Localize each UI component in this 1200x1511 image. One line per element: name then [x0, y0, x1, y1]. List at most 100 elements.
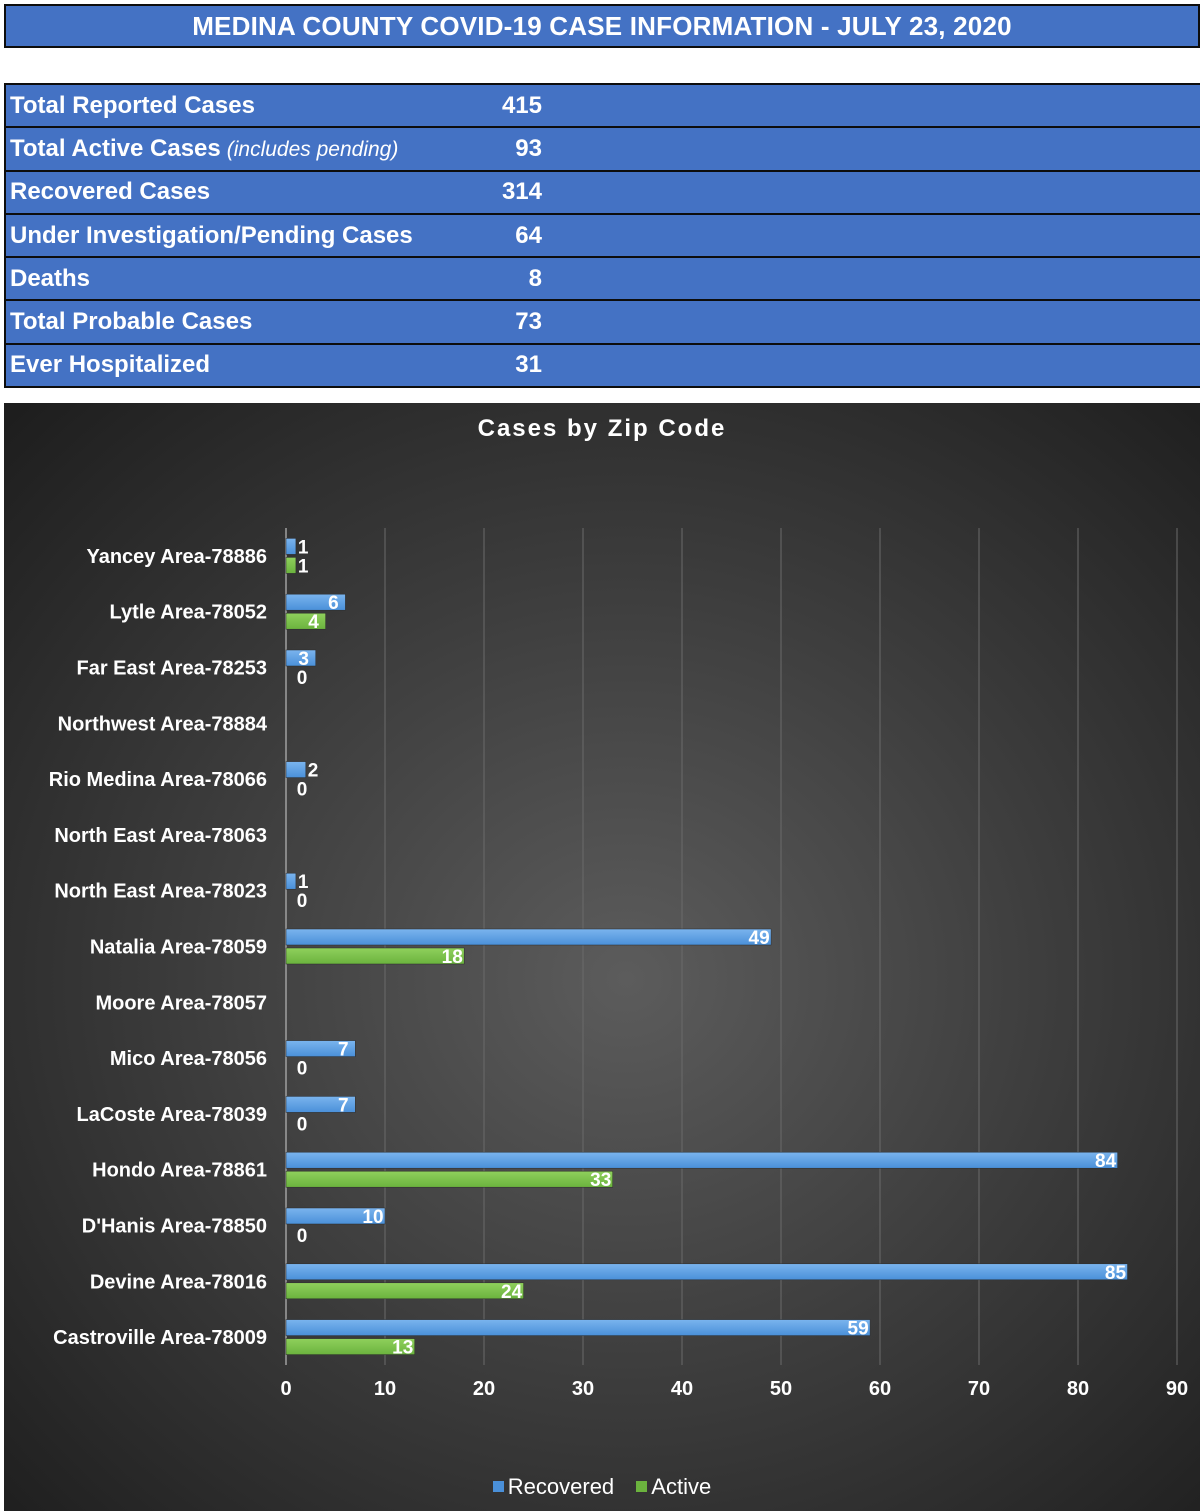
stat-label: Recovered Cases: [10, 178, 210, 206]
stat-row: Total Reported Cases 415: [4, 85, 1200, 129]
category-label: North East Area-78063: [54, 825, 267, 847]
bar-recovered: [285, 1040, 356, 1057]
bar-recovered: [285, 761, 307, 778]
stat-label: Total Probable Cases: [10, 308, 252, 336]
category-label: Yancey Area-78886: [86, 546, 267, 568]
data-label: 0: [297, 891, 308, 912]
data-label: 0: [297, 780, 308, 801]
stat-note: (includes pending): [226, 137, 399, 161]
category-label: Natalia Area-78059: [90, 937, 267, 959]
x-tick-label: 90: [1166, 1378, 1188, 1400]
stat-value: 73: [515, 308, 542, 336]
x-tick-label: 0: [280, 1378, 291, 1400]
category-label: Devine Area-78016: [90, 1271, 267, 1293]
stat-label-text: Ever Hospitalized: [10, 351, 211, 379]
stat-value: 415: [501, 91, 542, 119]
data-label: 0: [297, 668, 308, 689]
data-label: 18: [442, 947, 463, 968]
stat-label-text: Total Active Cases: [10, 134, 221, 162]
x-tick-label: 60: [869, 1378, 891, 1400]
stats-table: Total Reported Cases 415 Total Active Case…: [4, 83, 1200, 389]
category-label: Northwest Area-78884: [58, 713, 268, 735]
category-label: Mico Area-78056: [110, 1048, 267, 1070]
stat-label: Under Investigation/Pending Cases: [10, 222, 413, 250]
bar-recovered: [285, 872, 297, 890]
bar-active: [285, 557, 297, 574]
data-label: 1: [298, 556, 309, 577]
stat-label: Total Reported Cases: [10, 92, 255, 120]
data-label: 4: [308, 612, 319, 633]
category-label: Lytle Area-78052: [110, 602, 268, 624]
data-label: 24: [501, 1282, 523, 1303]
bar-recovered: [285, 1207, 386, 1225]
stat-row: Deaths 8: [4, 258, 1200, 302]
category-label: Moore Area-78057: [95, 992, 267, 1014]
page-title-banner: MEDINA COUNTY COVID-19 CASE INFORMATION …: [4, 4, 1200, 48]
bar-recovered: [285, 593, 346, 611]
data-label: 7: [338, 1095, 349, 1116]
data-label: 13: [392, 1338, 413, 1359]
legend-item-recovered: Recovered: [492, 1474, 615, 1500]
bar-recovered: [285, 1319, 871, 1336]
stat-label-text: Under Investigation/Pending Cases: [10, 221, 413, 249]
x-tick-label: 80: [1067, 1378, 1089, 1400]
x-tick-label: 20: [473, 1378, 495, 1400]
data-label: 7: [338, 1040, 349, 1061]
chart-legend: Recovered Active: [4, 1474, 1200, 1500]
stat-row: Ever Hospitalized 31: [4, 344, 1200, 389]
stat-label: Total Active Cases (includes pending): [10, 135, 398, 163]
stat-label-text: Recovered Cases: [10, 178, 211, 206]
data-label: 0: [297, 1059, 308, 1080]
page-title: MEDINA COUNTY COVID-19 CASE INFORMATION …: [192, 10, 1012, 41]
stat-value: 64: [515, 221, 542, 249]
stat-value: 8: [528, 264, 542, 292]
data-label: 33: [590, 1170, 611, 1191]
category-label: LaCoste Area-78039: [77, 1104, 267, 1126]
legend-swatch-recovered: [492, 1480, 504, 1492]
bar-active: [285, 1338, 415, 1355]
stat-label-text: Total Reported Cases: [10, 91, 255, 119]
data-label: 0: [297, 1114, 308, 1135]
bar-active: [285, 1282, 524, 1300]
bar-recovered: [285, 1096, 356, 1113]
legend-item-active: Active: [636, 1474, 711, 1500]
x-tick-label: 40: [671, 1378, 693, 1400]
chart-title: Cases by Zip Code: [477, 415, 727, 442]
legend-label-recovered: Recovered: [507, 1474, 615, 1499]
legend-swatch-active: [636, 1480, 648, 1492]
chart-panel: Cases by Zip Code 0 10 20 30 40 50 60 70 80 90 Yan…: [4, 403, 1200, 1511]
category-label: Castroville Area-78009: [53, 1327, 267, 1349]
stat-row: Under Investigation/Pending Cases 64: [4, 214, 1200, 259]
data-label: 49: [749, 928, 770, 949]
bar-active: [285, 612, 326, 630]
data-label: 6: [328, 593, 339, 614]
bar-active: [285, 947, 465, 965]
data-label: 0: [297, 1226, 308, 1247]
data-label: 1: [298, 537, 309, 558]
stat-row: Total Active Cases (includes pending) 93: [4, 128, 1200, 172]
data-label: 1: [298, 872, 309, 893]
x-tick-label: 50: [770, 1378, 792, 1400]
stat-value: 93: [515, 134, 542, 162]
stat-label-text: Deaths: [10, 264, 91, 292]
category-label: North East Area-78023: [54, 881, 267, 903]
stat-value: 314: [501, 178, 542, 206]
data-label: 84: [1095, 1151, 1117, 1172]
bar-recovered: [285, 649, 316, 667]
x-tick-label: 10: [374, 1378, 396, 1400]
stat-value: 31: [515, 351, 542, 379]
data-label: 3: [298, 649, 309, 670]
x-tick-label: 70: [968, 1378, 990, 1400]
bar-recovered: [285, 538, 297, 555]
x-tick-label: 30: [572, 1378, 594, 1400]
stat-row: Total Probable Cases 73: [4, 301, 1200, 345]
stat-row: Recovered Cases 314: [4, 171, 1200, 215]
bar-recovered: [285, 928, 772, 946]
legend-label-active: Active: [651, 1474, 712, 1499]
stat-label: Ever Hospitalized: [10, 351, 210, 379]
bar-active: [285, 1170, 613, 1188]
data-label: 85: [1105, 1263, 1127, 1284]
bar-recovered: [285, 1263, 1128, 1281]
category-label: D'Hanis Area-78850: [82, 1216, 267, 1238]
